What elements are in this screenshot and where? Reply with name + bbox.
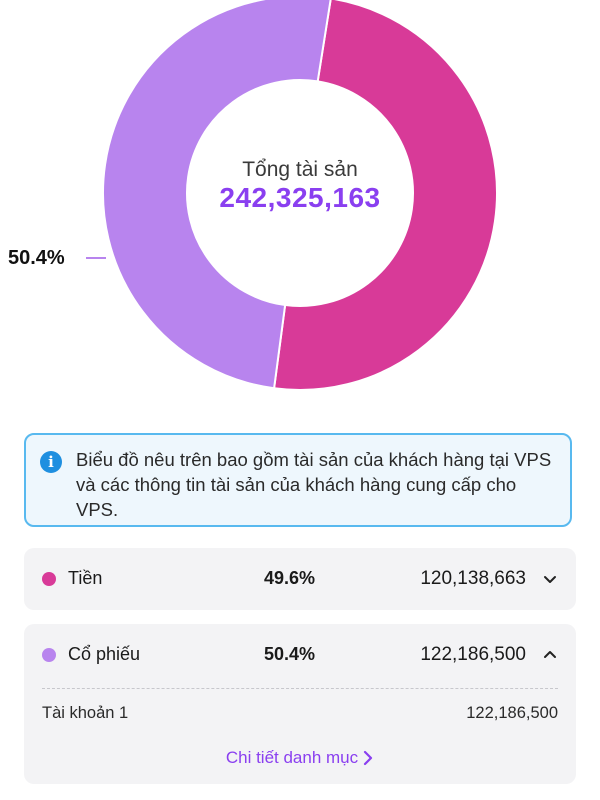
- donut-slice-stock: [102, 0, 332, 390]
- info-icon: i: [40, 451, 62, 473]
- asset-percent: 50.4%: [264, 644, 316, 664]
- asset-percent: 49.6%: [264, 568, 316, 588]
- asset-amount: 122,186,500: [420, 644, 526, 665]
- portfolio-detail-link[interactable]: Chi tiết danh mục: [24, 748, 576, 768]
- asset-row-header[interactable]: Cổ phiếu 50.4% 122,186,500: [24, 624, 576, 686]
- chevron-up-icon[interactable]: [542, 647, 558, 663]
- asset-row-stock: Cổ phiếu 50.4% 122,186,500 Tài khoản 1 1…: [24, 624, 576, 784]
- sub-account-amount: 122,186,500: [466, 704, 558, 722]
- asset-donut-chart: [86, 0, 499, 391]
- chevron-right-icon: [364, 750, 373, 766]
- stock-color-dot: [42, 648, 56, 662]
- total-assets-label: Tổng tài sản: [242, 158, 358, 181]
- info-notice: i Biểu đồ nêu trên bao gồm tài sản của k…: [24, 433, 572, 527]
- cash-color-dot: [42, 572, 56, 586]
- asset-name: Cổ phiếu: [68, 644, 141, 664]
- asset-name: Tiền: [68, 568, 103, 588]
- asset-row-header[interactable]: Tiền 49.6% 120,138,663: [24, 548, 576, 610]
- portfolio-detail-label: Chi tiết danh mục: [225, 748, 359, 767]
- dashed-divider: [42, 688, 558, 689]
- info-notice-text: Biểu đồ nêu trên bao gồm tài sản của khá…: [76, 449, 552, 520]
- donut-slice-cash: [272, 0, 499, 391]
- asset-amount: 120,138,663: [420, 568, 526, 589]
- chevron-down-icon[interactable]: [542, 571, 558, 587]
- asset-row-cash[interactable]: Tiền 49.6% 120,138,663: [24, 548, 576, 610]
- sub-account-name: Tài khoản 1: [42, 704, 129, 722]
- stock-percent-callout: 50.4%: [8, 247, 65, 269]
- total-assets-value: 242,325,163: [219, 182, 381, 213]
